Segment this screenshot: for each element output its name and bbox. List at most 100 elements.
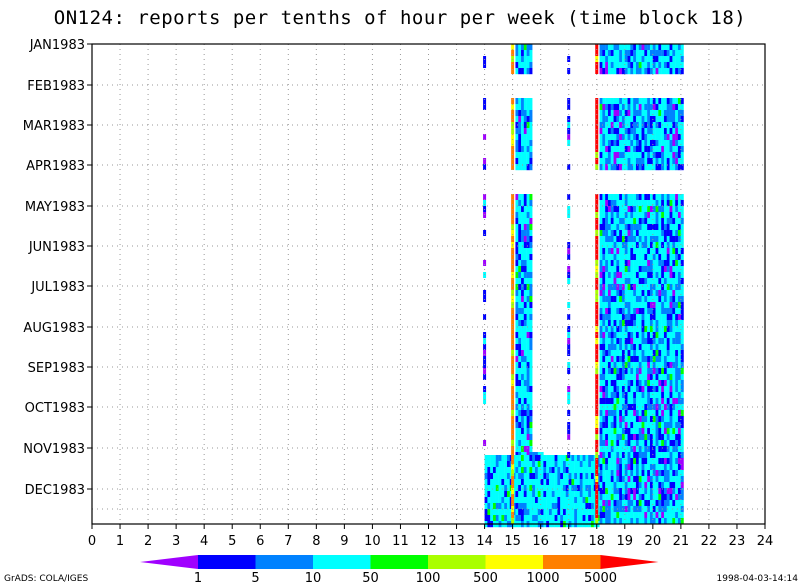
heat-cell [647,62,651,69]
heat-cell [644,374,648,381]
heat-cell [529,50,533,57]
heat-cell [630,284,634,291]
heat-cell [613,446,617,453]
heat-cell [605,428,609,435]
heat-cell [484,497,488,504]
heat-cell [621,386,625,393]
heat-cell [520,455,524,462]
heat-cell [619,482,623,489]
heat-cell [666,326,670,333]
heat-cell [498,473,502,480]
heat-cell [602,338,606,345]
heat-cell [624,206,628,213]
heat-cell [616,368,620,375]
heat-cell [585,503,589,510]
heat-cell [627,50,631,57]
heat-cell [666,404,670,411]
heat-cell [652,392,656,399]
heat-cell [661,374,665,381]
heat-cell [624,512,628,519]
heat-cell [605,206,609,213]
heat-cell [669,440,673,447]
heat-cell [663,374,667,381]
heat-cell [677,512,681,519]
heat-cell [658,236,662,243]
heat-cell [627,98,631,105]
heat-cell [495,461,499,468]
heat-cell [641,434,645,441]
heat-cell [680,422,684,429]
heat-cell [641,128,645,135]
heat-cell [624,362,628,369]
heat-cell [675,434,679,441]
heat-cell [635,164,639,171]
heat-cell [621,518,625,525]
heat-cell [663,326,667,333]
heat-cell [658,470,662,477]
heat-cell [638,332,642,339]
heat-cell [638,470,642,477]
heat-cell [663,368,667,375]
heat-cell [649,194,653,201]
heat-cell [523,212,527,219]
heat-cell [610,374,614,381]
heat-cell [521,224,525,231]
heat-cell [627,506,631,513]
heat-cell [607,110,611,117]
heat-cell [663,284,667,291]
heat-cell [518,218,522,225]
heat-cell [655,128,659,135]
heat-cell [588,491,592,498]
heat-cell [590,479,594,486]
heat-cell [627,206,631,213]
heat-cell [537,515,541,522]
heat-cell [652,476,656,483]
heat-cell [546,509,550,516]
heat-cell [658,356,662,363]
heat-cell [557,461,561,468]
heat-cell [529,485,533,492]
heat-cell [655,230,659,237]
heat-cell [635,68,639,75]
heat-cell [602,236,606,243]
heat-cell [647,404,651,411]
heat-cell [655,494,659,501]
heat-cell [534,455,538,462]
heat-cell [616,320,620,327]
heat-cell [605,140,609,147]
heat-cell [599,482,603,489]
heat-cell [506,455,510,462]
heat-cell [599,272,603,279]
colorbar-segment [543,555,601,569]
heat-cell [610,434,614,441]
heat-cell [498,455,502,462]
heat-cell [680,464,684,471]
heat-cell [483,398,487,404]
heat-cell [638,362,642,369]
heat-cell [511,314,515,320]
heat-cell [521,284,525,291]
heat-cell [585,485,589,492]
heat-cell [658,416,662,423]
heat-cell [605,404,609,411]
heat-cell [666,218,670,225]
heat-cell [585,473,589,480]
x-tick-label: 5 [228,534,236,549]
heat-cell [635,302,639,309]
heat-cell [647,302,651,309]
heat-cell [663,380,667,387]
heat-cell [675,266,679,273]
heat-cell [680,362,684,369]
heat-cell [511,278,515,284]
heat-cell [644,356,648,363]
heat-cell [521,266,525,273]
heat-cell [521,296,525,303]
heat-cell [534,467,538,474]
heat-cell [655,140,659,147]
heat-cell [599,296,603,303]
heat-cell [483,374,487,380]
heat-cell [616,44,620,51]
heat-cell [616,242,620,249]
heat-cell [501,503,505,510]
heat-cell [526,479,530,486]
